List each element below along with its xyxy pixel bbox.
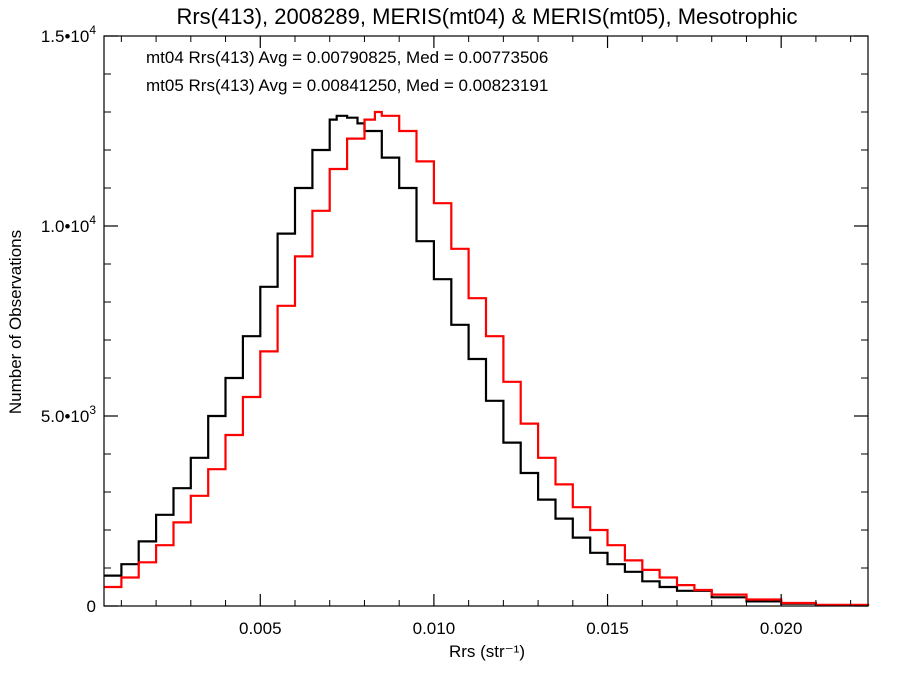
x-tick-label: 0.015 bbox=[586, 619, 629, 638]
y-tick-label: 5.0•103 bbox=[41, 403, 97, 426]
x-axis-label: Rrs (str⁻¹) bbox=[449, 642, 525, 661]
plot-frame bbox=[103, 35, 869, 607]
series-layer bbox=[104, 110, 870, 607]
legend-entry-mt04: mt04 Rrs(413) Avg = 0.00790825, Med = 0.… bbox=[146, 48, 548, 67]
y-tick-label: 0 bbox=[87, 597, 96, 616]
x-tick-label: 0.020 bbox=[760, 619, 803, 638]
series-line-mt04 bbox=[104, 114, 870, 607]
y-tick-label: 1.5•104 bbox=[41, 23, 97, 46]
x-tick-label: 0.010 bbox=[413, 619, 456, 638]
y-axis-label: Number of Observations bbox=[6, 230, 25, 414]
axis-layer: 0.005 0.010 0.015 0.020 0 5.0•103 1.0•104 1.5•1… bbox=[41, 23, 868, 638]
series-line-mt05 bbox=[104, 110, 870, 606]
y-tick-label: 1.0•104 bbox=[41, 213, 97, 236]
chart-title: Rrs(413), 2008289, MERIS(mt04) & MERIS(m… bbox=[176, 4, 797, 29]
x-tick-label: 0.005 bbox=[239, 619, 282, 638]
legend-entry-mt05: mt05 Rrs(413) Avg = 0.00841250, Med = 0.… bbox=[146, 76, 548, 95]
